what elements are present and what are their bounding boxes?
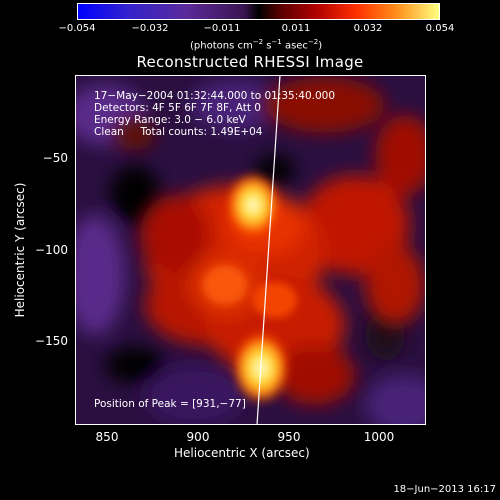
colorbar [77,3,440,20]
image-plot[interactable] [75,75,426,425]
peak-source-upper [225,171,281,239]
x-tick-label: 850 [95,430,119,444]
solar-limb-line [256,75,281,425]
colorbar-tick: −0.011 [203,23,241,34]
detectors-label: Detectors: 4F 5F 6F 7F 8F, Att 0 [94,102,261,114]
negative-regions [75,80,426,425]
colorbar-unit: (photons cm−2 s−1 asec−2) [190,38,323,52]
x-tick-label: 950 [277,430,301,444]
y-axis-label: Heliocentric Y (arcsec) [13,182,27,318]
y-tick-label: −50 [42,151,68,165]
y-tick-label: −150 [35,334,68,348]
x-tick-label: 900 [186,430,210,444]
colorbar-tick: −0.054 [58,23,96,34]
colorbar-tick: 0.011 [281,23,311,34]
rhessi-image [75,75,426,425]
x-axis-label: Heliocentric X (arcsec) [174,446,310,460]
colorbar-tick: 0.054 [425,23,455,34]
x-tick-label: 1000 [363,430,395,444]
colorbar-tick: 0.032 [353,23,383,34]
generation-date: 18−Jun−2013 16:17 [393,484,496,495]
colorbar-tick: −0.032 [131,23,169,34]
y-tick-label: −100 [35,243,68,257]
peak-position-label: Position of Peak = [931,−77] [94,398,246,410]
plot-title: Reconstructed RHESSI Image [136,53,364,71]
time-range-label: 17−May−2004 01:32:44.000 to 01:35:40.000 [94,90,336,102]
clean-counts-label: Clean Total counts: 1.49E+04 [94,126,263,138]
energy-range-label: Energy Range: 3.0 − 6.0 keV [94,114,246,126]
